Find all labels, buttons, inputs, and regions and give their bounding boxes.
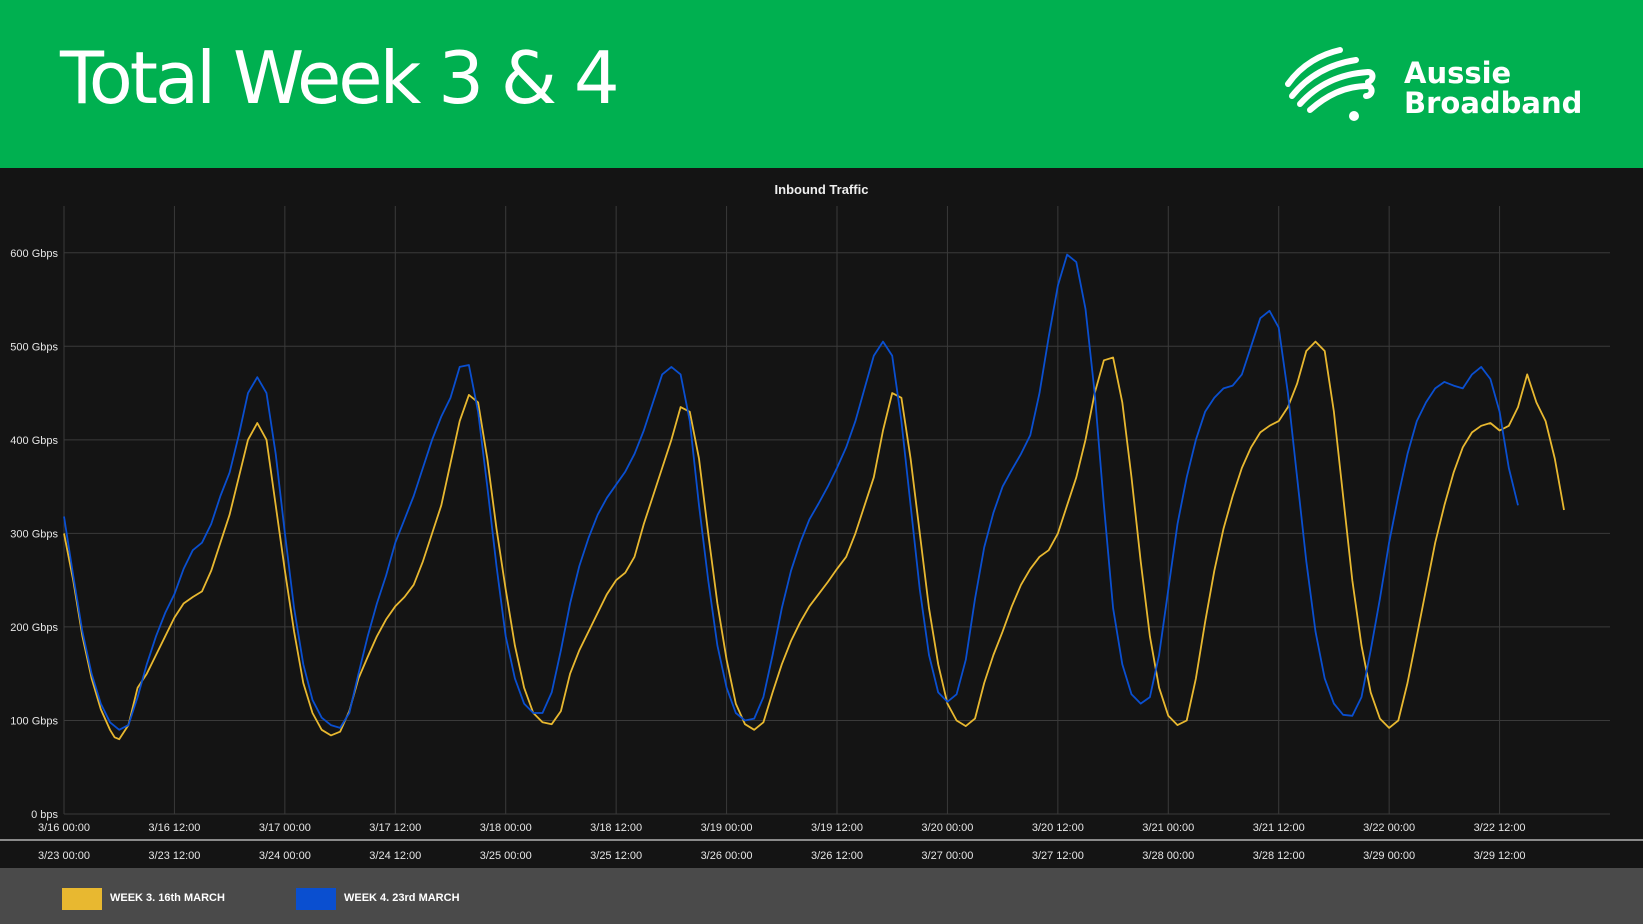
legend-swatch-week4	[296, 888, 336, 910]
x-tick-label-top: 3/21 12:00	[1253, 822, 1305, 834]
x-tick-label-top: 3/19 12:00	[811, 822, 863, 834]
series-line-week3	[63, 340, 1565, 741]
x-tick-label-bottom: 3/29 00:00	[1363, 850, 1415, 862]
x-tick-label-bottom: 3/28 00:00	[1142, 850, 1194, 862]
x-tick-label-bottom: 3/24 00:00	[259, 850, 311, 862]
y-tick-label: 100 Gbps	[10, 715, 58, 727]
x-tick-label-bottom: 3/27 12:00	[1032, 850, 1084, 862]
x-tick-label-top: 3/18 12:00	[590, 822, 642, 834]
x-tick-label-top: 3/19 00:00	[701, 822, 753, 834]
y-tick-label: 200 Gbps	[10, 622, 58, 634]
y-tick-label: 500 Gbps	[10, 341, 58, 353]
chart-panel: Inbound Traffic 0 bps 100 Gbps 200 Gbps 300…	[0, 168, 1643, 868]
x-tick-label-top: 3/20 12:00	[1032, 822, 1084, 834]
x-tick-label-bottom: 3/25 00:00	[480, 850, 532, 862]
x-tick-label-bottom: 3/26 12:00	[811, 850, 863, 862]
y-tick-label: 0 bps	[31, 809, 58, 821]
legend-label-week4: WEEK 4. 23rd MARCH	[344, 892, 460, 904]
y-tick-label: 300 Gbps	[10, 528, 58, 540]
x-tick-label-bottom: 3/27 00:00	[921, 850, 973, 862]
brand-logo: Aussie Broadband	[1282, 44, 1592, 130]
x-tick-label-top: 3/22 00:00	[1363, 822, 1415, 834]
legend: WEEK 3. 16th MARCH WEEK 4. 23rd MARCH	[0, 868, 1643, 924]
x-tick-label-top: 3/17 00:00	[259, 822, 311, 834]
x-tick-label-bottom: 3/23 00:00	[38, 850, 90, 862]
x-tick-label-bottom: 3/29 12:00	[1474, 850, 1526, 862]
x-tick-label-bottom: 3/23 12:00	[148, 850, 200, 862]
brand-line-1: Aussie	[1404, 56, 1512, 90]
legend-label-week3: WEEK 3. 16th MARCH	[110, 892, 225, 904]
x-tick-label-top: 3/22 12:00	[1474, 822, 1526, 834]
x-tick-label-top: 3/17 12:00	[369, 822, 421, 834]
x-tick-label-top: 3/16 00:00	[38, 822, 90, 834]
page-title: Total Week 3 & 4	[60, 36, 620, 120]
x-tick-label-bottom: 3/25 12:00	[590, 850, 642, 862]
x-tick-label-top: 3/20 00:00	[921, 822, 973, 834]
y-tick-label: 600 Gbps	[10, 248, 58, 260]
chart-title: Inbound Traffic	[774, 182, 869, 197]
x-tick-label-top: 3/21 00:00	[1142, 822, 1194, 834]
x-tick-label-bottom: 3/24 12:00	[369, 850, 421, 862]
inbound-traffic-chart: 0 bps 100 Gbps 200 Gbps 300 Gbps 400 Gbps 500…	[0, 206, 1643, 862]
x-tick-label-bottom: 3/26 00:00	[701, 850, 753, 862]
x-tick-label-bottom: 3/28 12:00	[1253, 850, 1305, 862]
wifi-swoosh-icon	[1285, 47, 1376, 121]
header-banner: Total Week 3 & 4 Aussie Broadband	[0, 0, 1643, 168]
x-tick-label-top: 3/16 12:00	[148, 822, 200, 834]
series-line-week4	[63, 253, 1519, 731]
x-tick-label-top: 3/18 00:00	[480, 822, 532, 834]
y-tick-label: 400 Gbps	[10, 435, 58, 447]
legend-swatch-week3	[62, 888, 102, 910]
brand-name: Aussie Broadband	[1404, 58, 1582, 118]
brand-line-2: Broadband	[1404, 86, 1583, 120]
